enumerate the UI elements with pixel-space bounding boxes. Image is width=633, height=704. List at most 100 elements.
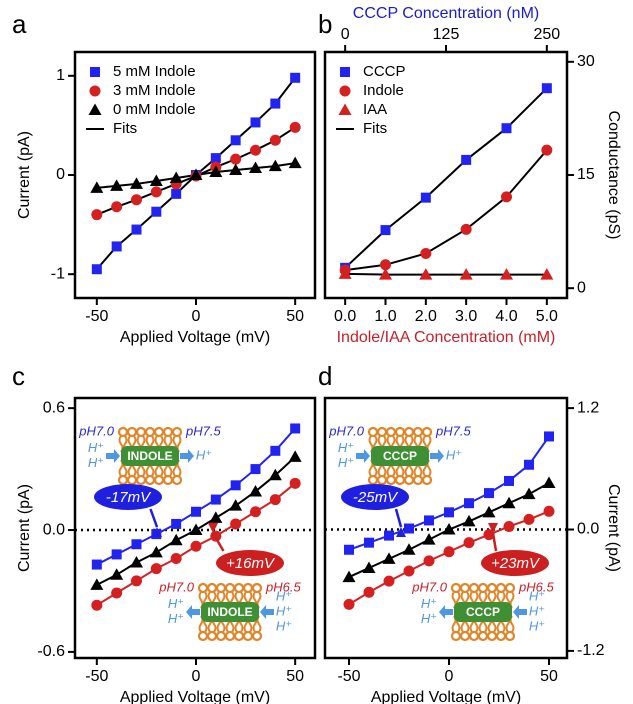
- marker: [500, 268, 513, 280]
- lipid-head: [385, 426, 397, 438]
- lipid-head: [251, 582, 263, 594]
- lipid-head: [117, 474, 129, 486]
- lipid-head: [171, 426, 183, 438]
- marker: [171, 188, 182, 199]
- carrier-label: INDOLE: [207, 605, 252, 619]
- marker: [230, 518, 242, 530]
- marker: [344, 544, 354, 555]
- callout-arrowhead: [396, 527, 406, 537]
- x-tick-label: -50: [85, 668, 108, 685]
- marker: [522, 487, 536, 500]
- lipid-head: [421, 474, 433, 486]
- callout-arrowhead: [488, 523, 498, 533]
- proton-label: H⁺: [338, 440, 354, 455]
- marker: [110, 568, 124, 580]
- y-tick-label: 0: [577, 279, 586, 296]
- proton-arrow: [106, 449, 120, 463]
- x2-tick-label: 0: [341, 26, 350, 43]
- x-tick-label: 4.0: [495, 308, 517, 325]
- lipid-head: [459, 582, 471, 594]
- x-axis-title: Applied Voltage (mV): [120, 689, 270, 704]
- marker: [129, 177, 143, 189]
- proton-label: H⁺: [338, 455, 354, 470]
- x2-tick-label: 125: [433, 26, 460, 43]
- marker: [150, 563, 162, 575]
- callout-arrowhead: [208, 523, 218, 533]
- marker: [210, 153, 221, 164]
- marker: [422, 533, 436, 545]
- marker: [269, 134, 281, 146]
- lipid-head: [450, 582, 462, 594]
- callout-label: +23mV: [491, 555, 541, 572]
- lipid-head: [197, 582, 209, 594]
- y-axis-title: Conductance (pS): [605, 111, 622, 240]
- lipid-head: [206, 582, 218, 594]
- lipid-head: [367, 426, 379, 438]
- marker: [379, 268, 392, 280]
- ph-label: pH7.0: [78, 423, 114, 438]
- y-tick-label: 0.0: [577, 521, 599, 538]
- legend-label: Fits: [113, 120, 137, 137]
- marker: [268, 159, 282, 172]
- carrier-box: [201, 602, 259, 622]
- lipid-head: [504, 582, 516, 594]
- marker: [91, 559, 102, 570]
- x2-axis-title: CCCP Concentration (nM): [353, 5, 539, 22]
- lipid-head: [468, 630, 480, 642]
- x-tick-label: 50: [286, 308, 304, 325]
- lipid-head: [197, 630, 209, 642]
- marker: [460, 223, 472, 235]
- marker: [190, 540, 202, 552]
- marker: [540, 268, 554, 280]
- y-tick-label: 15: [577, 166, 595, 183]
- marker: [270, 98, 281, 109]
- marker: [338, 267, 352, 279]
- marker: [149, 545, 163, 558]
- lipid-head: [403, 474, 415, 486]
- marker: [270, 445, 281, 456]
- marker: [342, 570, 356, 583]
- callout-bubble: [481, 550, 549, 576]
- lipid-head: [459, 630, 471, 642]
- callout-arrow: [149, 508, 159, 528]
- marker: [483, 529, 495, 541]
- proton-label: H⁺: [529, 618, 545, 633]
- marker: [249, 506, 261, 518]
- marker: [149, 174, 163, 186]
- x-tick-label: 1.0: [374, 308, 396, 325]
- lipid-head: [385, 474, 397, 486]
- marker: [189, 523, 203, 536]
- marker: [150, 186, 162, 198]
- lipid-head: [126, 474, 138, 486]
- marker: [111, 587, 123, 599]
- carrier-box: [121, 446, 179, 466]
- ph-label: pH7.0: [158, 579, 194, 594]
- legend-marker: [88, 103, 102, 115]
- x-tick-label: 5.0: [536, 308, 558, 325]
- legend-marker: [90, 67, 100, 77]
- marker: [380, 225, 391, 236]
- marker: [190, 506, 201, 517]
- proton-arrow: [356, 449, 370, 463]
- lipid-head: [394, 474, 406, 486]
- lipid-head: [215, 630, 227, 642]
- y-tick-label: 1.2: [577, 399, 599, 416]
- ph-label: pH7.0: [328, 423, 364, 438]
- marker: [229, 163, 243, 176]
- legend-label: CCCP: [363, 63, 406, 80]
- carrier-label: CCCP: [383, 449, 417, 463]
- proton-label: H⁺: [446, 447, 462, 462]
- marker: [384, 530, 394, 541]
- marker: [248, 484, 262, 497]
- marker: [484, 488, 494, 499]
- plot-frame: [323, 396, 569, 660]
- series-line: [345, 149, 548, 272]
- proton-label: H⁺: [421, 611, 437, 626]
- marker: [250, 117, 261, 128]
- marker: [290, 72, 301, 83]
- panel-letter: b: [318, 9, 332, 39]
- lipid-head: [403, 426, 415, 438]
- lipid-head: [224, 582, 236, 594]
